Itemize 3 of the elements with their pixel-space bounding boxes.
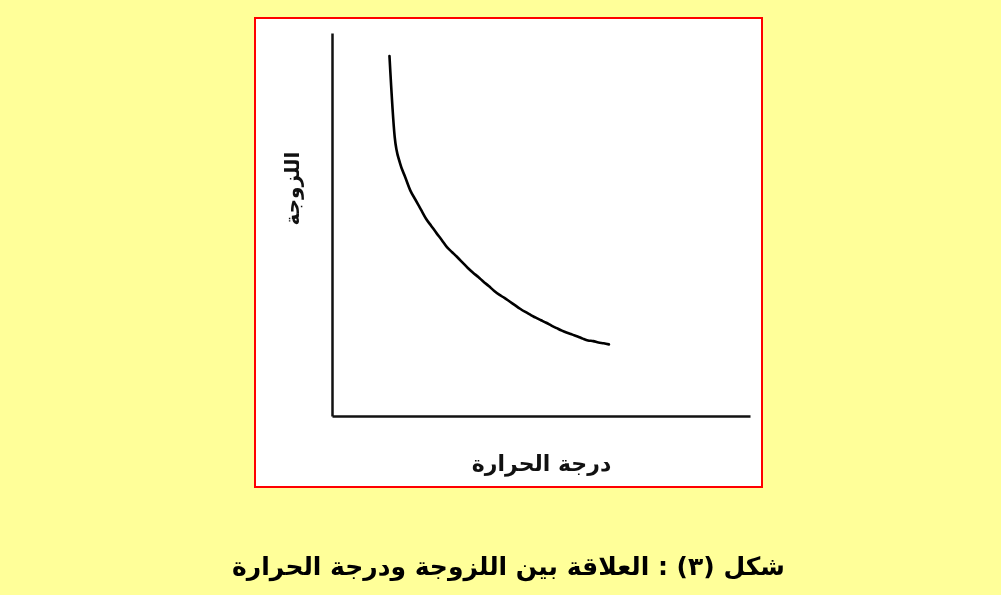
y-axis-title: اللزوجة (279, 151, 304, 226)
text: شكل (٣) : العلاقة بين اللزوجة ودرجة الحرارة (232, 552, 785, 582)
x-axis-title: درجة الحرارة (471, 450, 612, 477)
